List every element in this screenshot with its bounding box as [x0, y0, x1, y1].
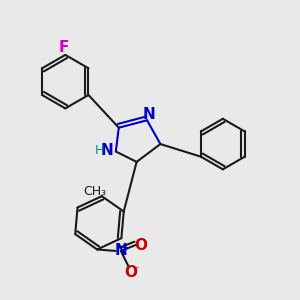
- Text: ⁻: ⁻: [132, 264, 139, 278]
- Text: F: F: [58, 40, 69, 55]
- Text: N: N: [115, 244, 127, 259]
- Text: N: N: [142, 107, 155, 122]
- Text: H: H: [95, 144, 104, 158]
- Text: N: N: [100, 142, 113, 158]
- Text: O: O: [135, 238, 148, 253]
- Text: CH₃: CH₃: [83, 185, 106, 198]
- Text: O: O: [124, 265, 137, 280]
- Text: +: +: [120, 243, 128, 253]
